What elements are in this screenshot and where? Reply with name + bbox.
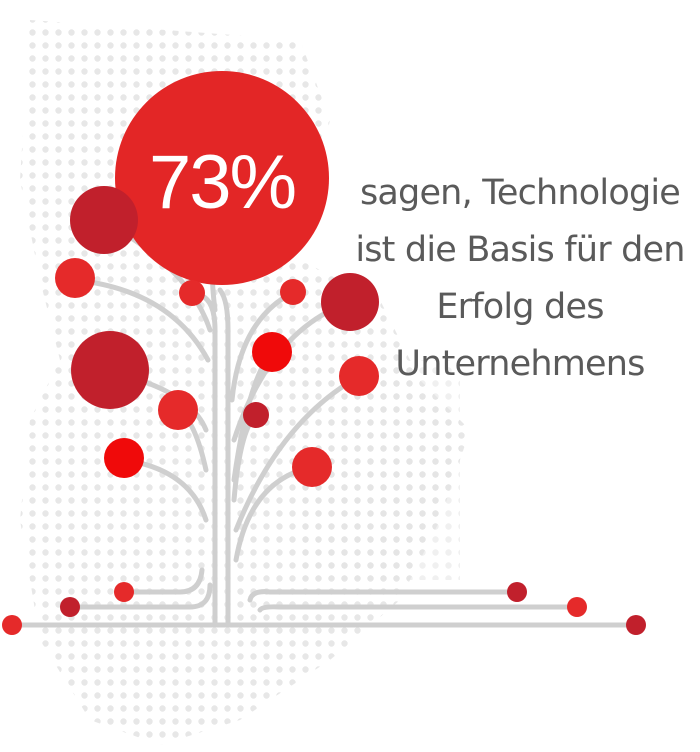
branch-right-top (229, 290, 295, 403)
fruit-right-far (339, 356, 379, 396)
fruit-right-dark (321, 273, 379, 331)
stat-value: 73% (149, 140, 295, 225)
caption-line-4: Unternehmens (395, 344, 645, 384)
fruit-left-large (71, 331, 149, 409)
caption-line-2: ist die Basis für den (355, 230, 685, 270)
fruit-dark-top-left (70, 186, 138, 254)
fruit-ground-left-1 (114, 582, 134, 602)
fruit-left-bright (104, 438, 144, 478)
branch-lower-right (247, 589, 520, 603)
caption: sagen, Technologie ist die Basis für den… (340, 165, 700, 393)
fruit-right-small-dark (243, 402, 269, 428)
fruit-right-top (280, 279, 306, 305)
branch-lower-left-2 (121, 567, 205, 595)
caption-line-1: sagen, Technologie (359, 173, 681, 213)
fruit-right-bright (252, 332, 292, 372)
fruit-ground-left-2 (60, 597, 80, 617)
caption-line-3: Erfolg des (436, 287, 604, 327)
branch-lower-left (67, 582, 213, 610)
fruit-ground-right-2 (567, 597, 587, 617)
fruit-top-center (179, 280, 205, 306)
fruit-ground-right-1 (507, 582, 527, 602)
fruit-left-top (55, 258, 95, 298)
tree-fruits (2, 186, 646, 635)
fruit-left-mid (158, 390, 198, 430)
fruit-right-low (292, 447, 332, 487)
fruit-ground-left-3 (2, 615, 22, 635)
branch-left-top (72, 277, 211, 363)
branch-right-far (233, 373, 363, 533)
trunk-right (217, 287, 231, 628)
stat-circle (115, 71, 329, 285)
fruit-ground-right-3 (626, 615, 646, 635)
branch-lower-right-2 (257, 604, 580, 613)
